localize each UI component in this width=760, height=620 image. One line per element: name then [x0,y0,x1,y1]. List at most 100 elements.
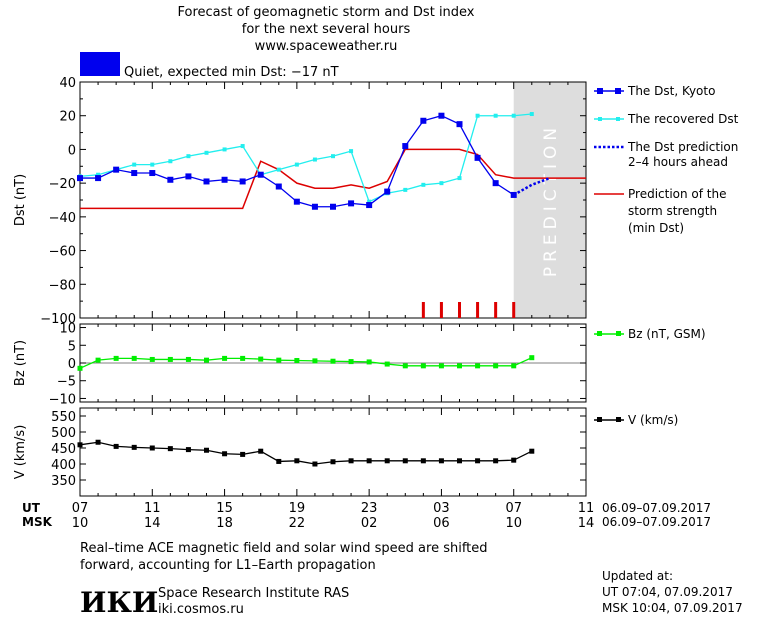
title-line-2: for the next several hours [242,22,411,37]
dst-point-recovered [222,147,227,152]
legend-storm-text-2: storm strength [628,204,717,218]
dst-point-recovered [493,113,498,118]
dst-point-recovered [457,176,462,181]
dst-y-label: Dst (nT) [13,174,28,226]
bz-y-tick-label: 0 [68,357,76,372]
bz-point [348,359,354,365]
dst-point-kyoto [239,178,246,185]
dst-point-recovered [421,182,426,187]
dst-line-recovered [79,113,532,203]
legend-kyoto-text: The Dst, Kyoto [627,84,715,98]
bz-point [185,356,191,362]
bz-panel: 10 5 0 −5 −10 Bz (nT) [13,322,587,407]
v-series-group [77,439,535,467]
bz-x-ticks [79,324,587,402]
dst-point-kyoto [348,200,355,207]
v-point [330,459,336,465]
legend-item-recovered: The recovered Dst [594,112,739,126]
dst-point-recovered [150,162,155,167]
prediction-label: PREDICTION [541,123,561,277]
ut-axis-label: UT [22,501,41,515]
bz-point [420,363,426,369]
dst-point-kyoto [474,154,481,161]
ut-tick-label: 07 [505,501,522,516]
legend-kyoto-marker [597,88,603,94]
bz-point [204,357,209,363]
v-point [529,448,535,454]
dst-y-tick-label: 0 [68,143,76,158]
v-point [366,458,372,464]
bz-y-tick-label: 10 [59,322,76,337]
dst-point-recovered [475,113,480,118]
dst-line-kyoto [80,115,515,208]
v-point [113,443,119,449]
legend-recovered-text: The recovered Dst [627,112,739,126]
ut-tick-label: 15 [216,501,233,516]
dst-point-recovered [204,150,209,155]
legend-item-storm: Prediction of the storm strength (min Ds… [594,187,727,235]
bz-point [366,359,372,365]
msk-tick-label: 14 [144,516,161,531]
v-point [77,442,83,448]
footer-note-line-2: forward, accounting for L1–Earth propaga… [80,558,376,573]
v-point [167,446,173,452]
dst-y-tick-label: −20 [49,177,76,192]
dst-point-recovered [367,199,372,204]
bz-y-tick-label: −5 [57,375,76,390]
v-point [312,461,318,467]
bz-series-group [77,355,586,371]
footer-note-line-1: Real–time ACE magnetic field and solar w… [80,541,488,556]
msk-tick-label: 10 [72,516,89,531]
ut-tick-label: 03 [433,501,450,516]
bz-y-axis: 10 5 0 −5 −10 [49,322,586,407]
dst-line-storm-strength [80,148,586,210]
bz-point [511,363,517,369]
storm-marker [458,302,461,318]
dst-point-kyoto [456,121,463,128]
dst-point-kyoto [77,175,83,182]
legend-prediction-text-2: 2–4 hours ahead [628,155,728,169]
dst-y-tick-label: −60 [49,245,76,260]
dst-point-kyoto [438,112,445,119]
bz-point [240,355,246,361]
dst-line-prediction [513,176,551,197]
dst-x-ticks [79,82,587,318]
legend-kyoto-marker-2 [615,88,621,94]
dst-point-recovered [403,187,408,192]
dst-y-tick-label: −100 [40,312,76,327]
dst-point-recovered [349,149,354,154]
bz-point [384,361,390,367]
title-line-3-url: www.spaceweather.ru [255,39,398,54]
dst-point-recovered [529,112,534,117]
dst-y-tick-label: 20 [59,110,76,125]
time-axis-ticks: 07 11 15 19 23 03 07 11 10 14 18 22 02 06 10 14 [72,501,595,531]
v-point [475,458,481,464]
v-point [384,458,390,464]
legend-bz-marker [597,331,602,336]
dst-point-recovered [511,113,516,118]
bz-point [330,358,336,364]
bz-point [529,355,535,361]
legend-recovered-marker [598,117,602,121]
v-point [95,439,101,445]
bz-point [95,357,101,363]
dst-point-recovered [168,159,173,164]
legend-storm-text-1: Prediction of the [628,187,727,201]
legend-storm-text-3: (min Dst) [628,221,684,235]
legend-prediction-text-1: The Dst prediction [627,140,738,154]
bz-point [457,363,462,369]
msk-tick-label: 06 [433,516,450,531]
v-point [240,451,246,457]
dst-point-kyoto [366,202,373,209]
dst-point-kyoto [257,171,264,178]
prediction-region [513,82,586,318]
bz-point [167,356,173,362]
dst-point-kyoto [384,188,391,195]
status-color-swatch [80,52,120,76]
ut-tick-label: 23 [361,501,378,516]
storm-marker [421,302,425,318]
storm-marker [439,302,443,318]
msk-tick-label: 22 [289,516,306,531]
storm-marker [476,302,480,318]
